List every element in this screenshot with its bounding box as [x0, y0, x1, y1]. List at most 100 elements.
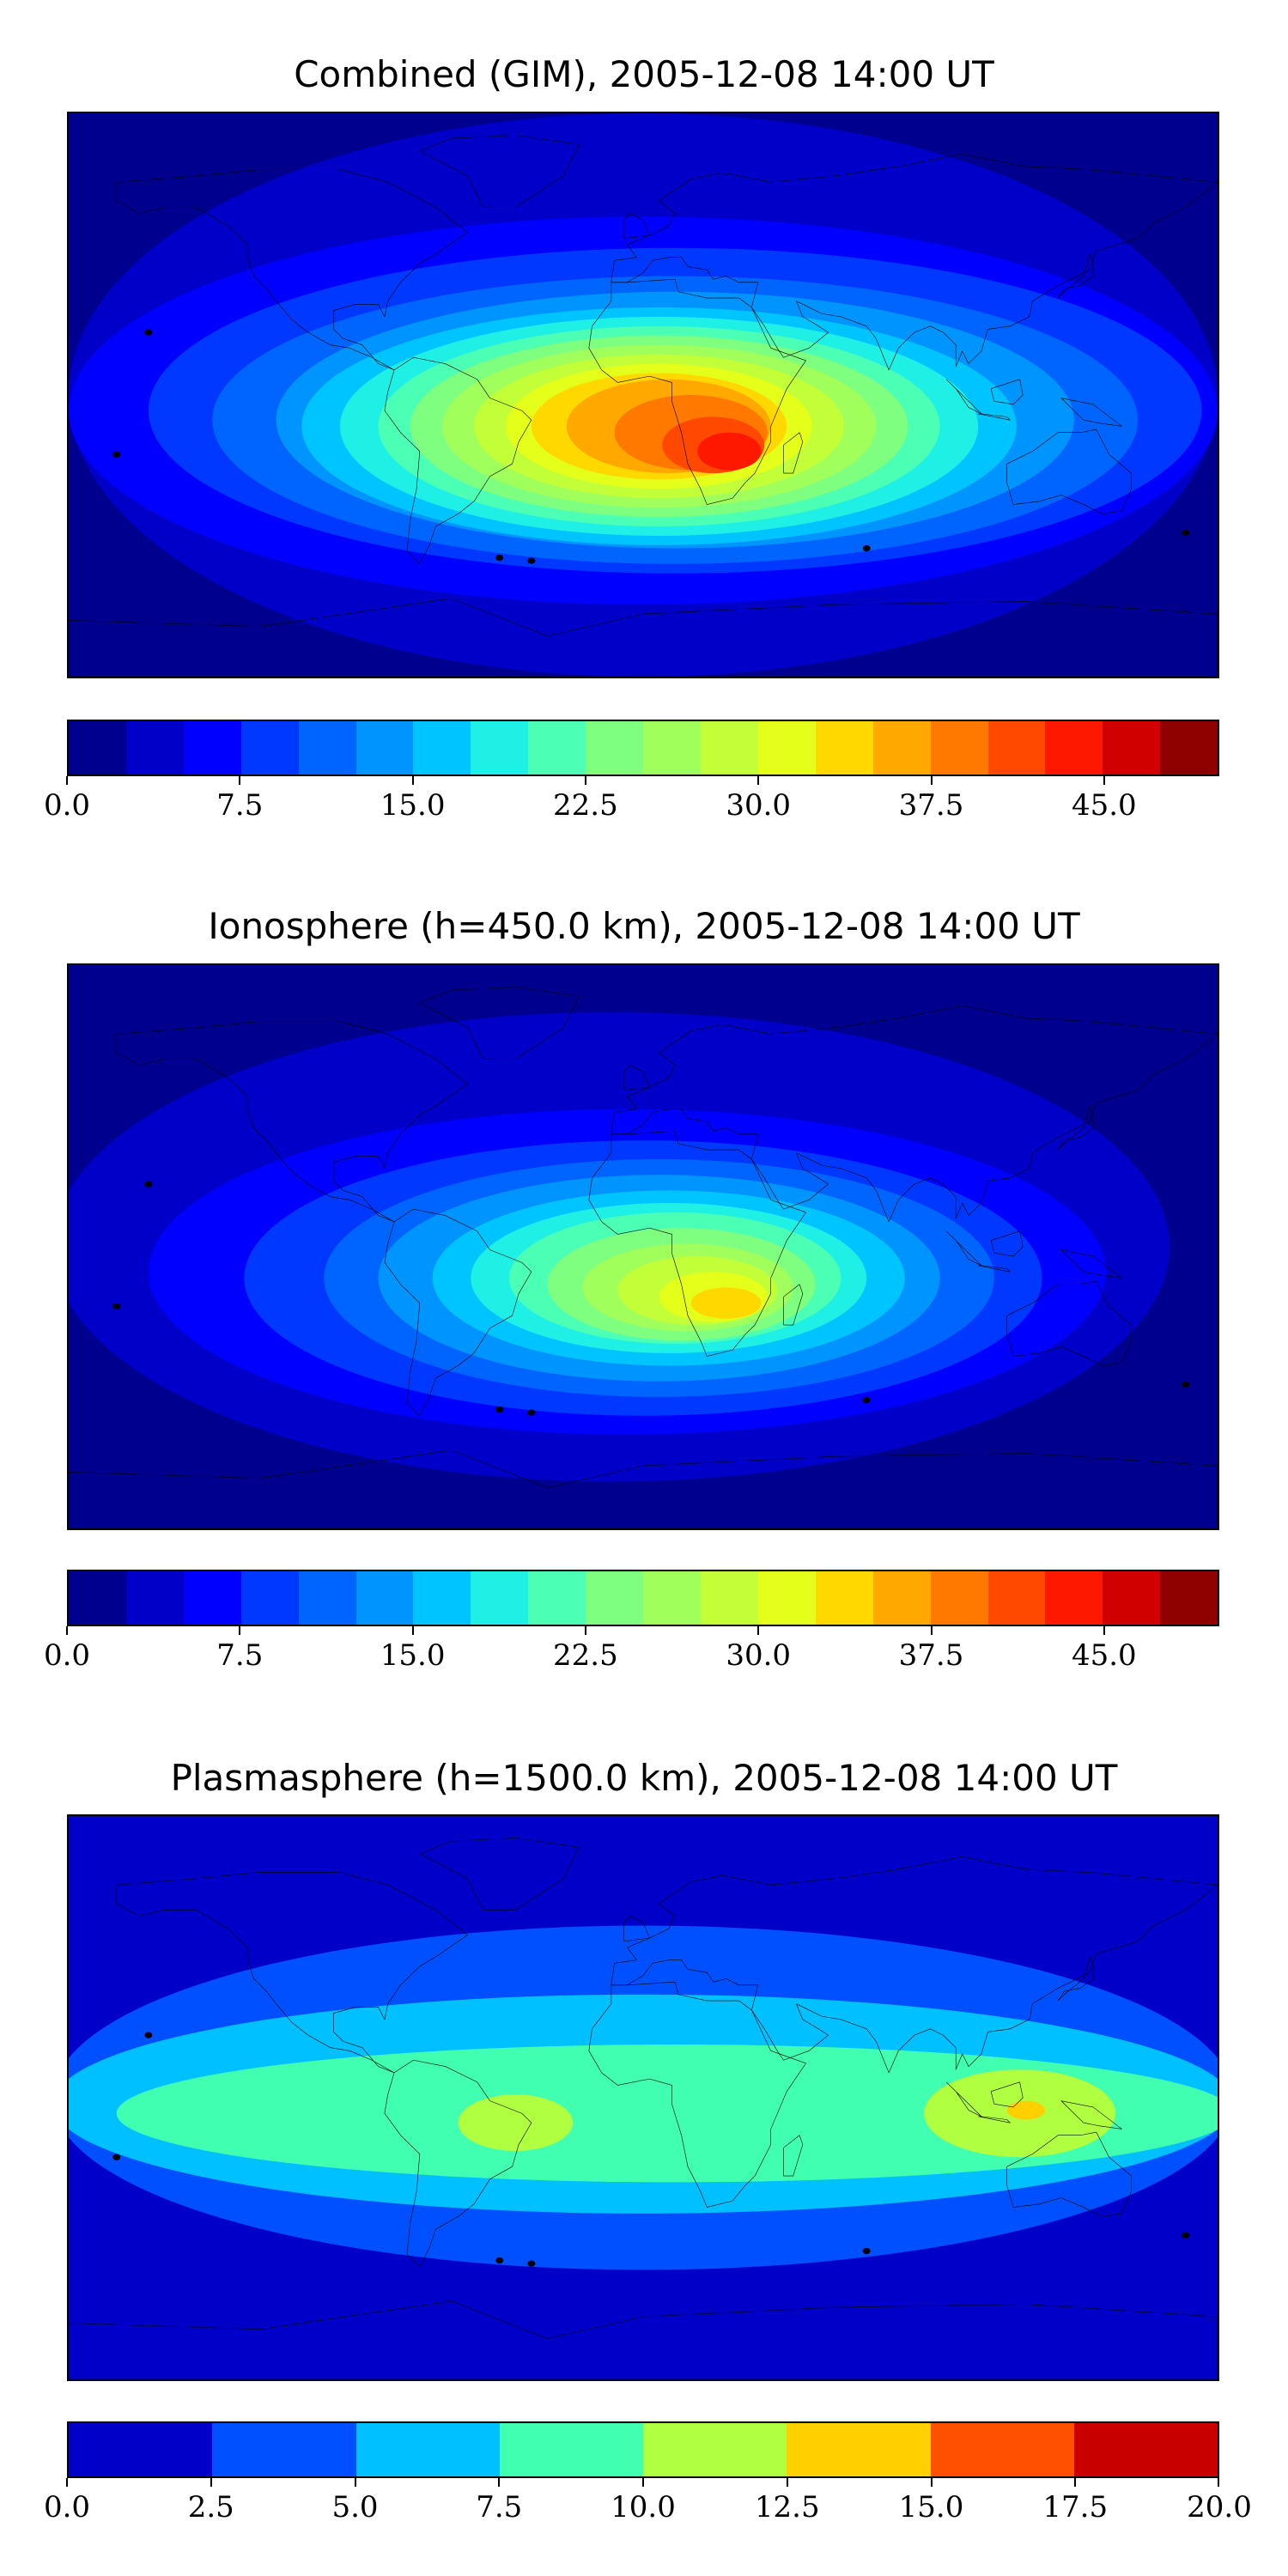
island — [144, 1181, 153, 1188]
island — [862, 544, 871, 552]
colorbar-segment — [872, 721, 931, 775]
panel-title: Ionosphere (h=450.0 km), 2005-12-08 14:0… — [208, 905, 1080, 947]
coastline — [385, 357, 532, 564]
colorbar-tick — [930, 1626, 933, 1635]
contour-region — [1006, 2100, 1046, 2120]
colorbar-tick — [757, 776, 760, 785]
colorbar-tick-label: 5.0 — [331, 2490, 379, 2524]
coastline — [1061, 2101, 1122, 2129]
colorbar-tick — [757, 1626, 760, 1635]
colorbar-segment — [930, 2423, 1074, 2476]
colorbar-tick — [584, 776, 586, 785]
colorbar-segment — [1045, 721, 1103, 775]
island — [495, 1406, 504, 1413]
coastline — [946, 2082, 981, 2117]
coastline — [117, 1873, 468, 2073]
island — [527, 1409, 536, 1416]
colorbar-segment — [212, 2423, 356, 2476]
colorbar-segment — [125, 721, 184, 775]
coastline — [624, 1066, 650, 1091]
coastline — [1007, 1281, 1132, 1365]
colorbar-tick-label: 10.0 — [611, 2490, 676, 2524]
colorbar-tick — [354, 2478, 356, 2487]
colorbar-segment — [298, 1571, 356, 1625]
colorbar-segment — [930, 1571, 988, 1625]
colorbar-segment — [69, 2423, 213, 2476]
colorbar-tick — [1103, 1626, 1105, 1635]
colorbar-segment — [1103, 721, 1161, 775]
colorbar-tick-label: 0.0 — [43, 2490, 91, 2524]
colorbar-tick-label: 30.0 — [726, 1638, 792, 1673]
colorbar-tick — [210, 2478, 212, 2487]
colorbar-segment — [1160, 1571, 1218, 1625]
colorbar-tick — [66, 1626, 68, 1635]
colorbar-tick-label: 37.5 — [898, 1638, 964, 1673]
coastline — [991, 2082, 1023, 2107]
colorbar-tick — [239, 776, 241, 785]
island — [1182, 1381, 1190, 1388]
colorbar-segment — [1103, 1571, 1161, 1625]
colorbar-segment — [471, 721, 529, 775]
colorbar-segment — [69, 721, 126, 775]
coastline — [1007, 2132, 1132, 2216]
colorbar-tick — [642, 2478, 644, 2487]
coastline — [784, 2136, 803, 2176]
colorbar — [67, 1570, 1219, 1626]
tec-map — [69, 113, 1218, 677]
coastline — [624, 1917, 650, 1941]
contour-region — [116, 2044, 1218, 2183]
colorbar-tick — [498, 2478, 501, 2487]
colorbar-segment — [643, 2423, 787, 2476]
tec-map — [69, 965, 1218, 1528]
coastline — [1058, 1957, 1093, 2001]
coastline — [946, 380, 981, 414]
panel-title: Combined (GIM), 2005-12-08 14:00 UT — [294, 53, 994, 95]
colorbar-tick — [1218, 2478, 1219, 2487]
colorbar-ticks: 0.0 2.5 5.0 7.5 10.0 12.5 15.0 17.5 20.0 — [44, 2478, 1252, 2530]
island — [862, 2247, 871, 2255]
colorbar-ticks: 0.0 7.5 15.0 22.5 30.0 37.5 45.0 — [44, 776, 1219, 828]
colorbar-segment — [240, 721, 299, 775]
colorbar-segment — [757, 1571, 816, 1625]
coastline — [385, 1209, 532, 1416]
colorbar-segment — [528, 721, 586, 775]
coastline — [784, 1285, 803, 1325]
coastline — [420, 1838, 580, 1911]
colorbar-tick — [411, 1626, 414, 1635]
island — [144, 2032, 153, 2038]
island — [112, 2154, 121, 2160]
colorbar-segment — [355, 1571, 414, 1625]
colorbar-ticks: 0.0 7.5 15.0 22.5 30.0 37.5 45.0 — [44, 1626, 1219, 1678]
coastline — [69, 598, 1218, 677]
colorbar-tick — [411, 776, 414, 785]
island — [527, 557, 536, 564]
colorbar-segment — [987, 721, 1046, 775]
colorbar-tick-label: 22.5 — [553, 788, 618, 823]
coastline — [69, 2301, 1218, 2379]
colorbar-segment — [240, 1571, 299, 1625]
colorbar-segment — [643, 721, 701, 775]
colorbar-segment — [586, 721, 644, 775]
colorbar-segment — [987, 1571, 1046, 1625]
coastline — [1007, 429, 1132, 513]
colorbar-tick-label: 0.0 — [43, 788, 91, 823]
colorbar-tick — [930, 2478, 933, 2487]
colorbar — [67, 720, 1219, 776]
coastline — [611, 1005, 1218, 1221]
colorbar-tick — [1103, 776, 1105, 785]
colorbar-segment — [355, 721, 414, 775]
coastline — [978, 2117, 1010, 2123]
contour-region — [690, 1287, 762, 1319]
coastline — [589, 1131, 806, 1356]
coastline — [1061, 1250, 1122, 1279]
coastline — [589, 1982, 806, 2207]
colorbar-tick — [1074, 2478, 1077, 2487]
colorbar-segment — [930, 721, 988, 775]
contour-region — [697, 432, 762, 471]
contour-region — [458, 2094, 574, 2151]
coastline — [385, 2060, 532, 2267]
coastline — [624, 214, 650, 239]
colorbar-tick-label: 7.5 — [216, 788, 264, 823]
coastline — [978, 414, 1010, 420]
colorbar-tick-label: 0.0 — [43, 1638, 91, 1673]
